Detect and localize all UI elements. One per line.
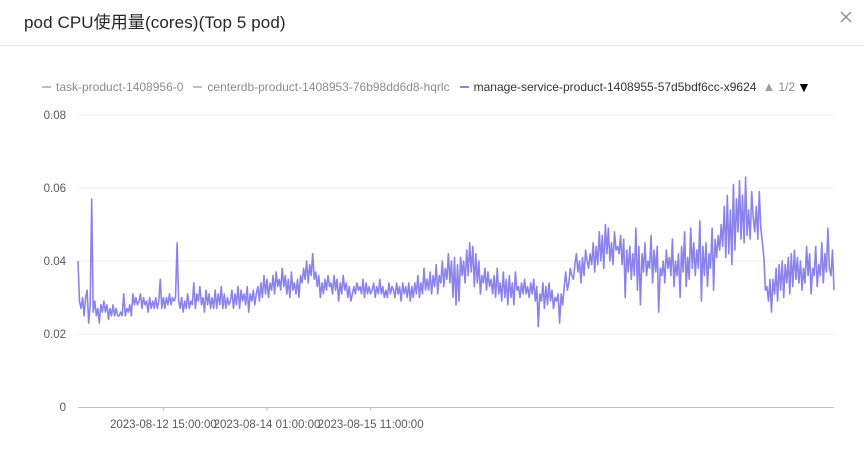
y-tick-label: 0.04 <box>44 256 67 268</box>
legend-page-indicator: 1/2 <box>778 80 796 94</box>
close-icon[interactable] <box>834 5 858 29</box>
legend-label: manage-service-product-1408955-57d5bdf6c… <box>473 80 757 94</box>
legend-pager: ▲ 1/2 ▼ <box>762 80 810 94</box>
legend-swatch <box>42 86 51 88</box>
y-tick-label: 0 <box>60 402 66 414</box>
triangle-up-icon[interactable]: ▲ <box>762 79 776 94</box>
legend-item-manage-service-product[interactable]: manage-service-product-1408955-57d5bdf6c… <box>459 80 757 94</box>
x-tick-label: 2023-08-14 01:00:00 <box>214 419 321 431</box>
legend-item-task-product[interactable]: task-product-1408956-0 <box>42 80 183 94</box>
legend-label: centerdb-product-1408953-76b98dd6d8-hqrl… <box>207 80 450 94</box>
chart-title: pod CPU使用量(cores)(Top 5 pod) <box>24 13 286 32</box>
chart-legend: task-product-1408956-0 centerdb-product-… <box>42 78 811 96</box>
legend-item-centerdb-product[interactable]: centerdb-product-1408953-76b98dd6d8-hqrl… <box>193 80 450 94</box>
y-tick-label: 0.06 <box>44 183 66 195</box>
y-tick-label: 0.02 <box>44 329 66 341</box>
y-tick-label: 0.08 <box>44 110 66 122</box>
x-tick-label: 2023-08-12 15:00:00 <box>110 419 217 431</box>
x-tick-label: 2023-08-15 11:00:00 <box>318 419 424 431</box>
legend-swatch <box>193 86 203 88</box>
triangle-down-icon[interactable]: ▼ <box>797 79 811 95</box>
series-line-manage-service-product <box>77 176 835 328</box>
modal-header: pod CPU使用量(cores)(Top 5 pod) <box>0 0 864 46</box>
legend-label: task-product-1408956-0 <box>56 80 184 94</box>
legend-swatch <box>459 86 469 88</box>
